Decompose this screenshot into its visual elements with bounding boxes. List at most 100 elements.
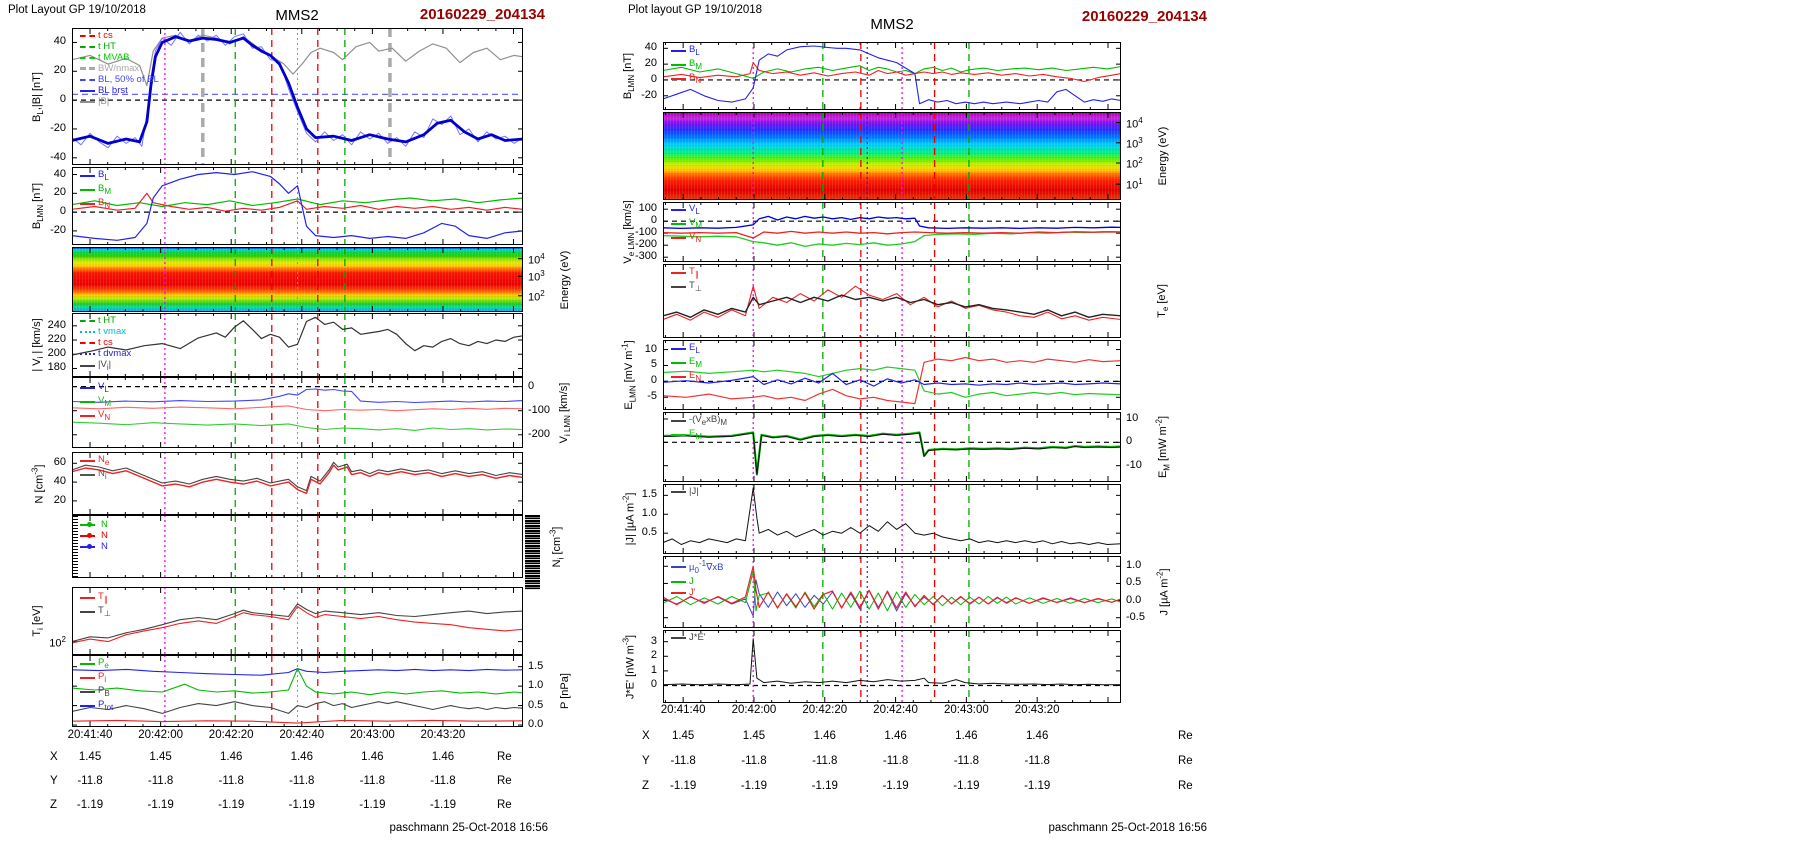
- legend-item: T∥: [671, 266, 702, 280]
- legend-line-sample: [80, 676, 95, 679]
- legend-label: T⊥: [98, 604, 111, 618]
- legend-line-sample: [671, 419, 686, 422]
- y-tick-label: -20: [50, 121, 66, 134]
- series-neg-VexB-M: [663, 432, 1121, 476]
- series-T-par: [72, 605, 523, 644]
- legend-line-sample: [80, 330, 95, 333]
- y-tick-label: 60: [53, 456, 66, 469]
- series-J: [663, 570, 1121, 612]
- legend-item: t HT: [80, 41, 159, 52]
- panel-ion-spectrogram: [72, 247, 523, 312]
- y-tick-label: 200: [47, 347, 66, 360]
- legend-label: |B|: [98, 96, 110, 107]
- position-row-label: Y: [642, 755, 650, 767]
- position-value: 1.45: [78, 751, 102, 763]
- legend-label: T⊥: [689, 279, 702, 293]
- axis-label-right-density-compare: Ni [cm-3]: [548, 526, 566, 567]
- time-tick-label: 20:41:40: [660, 704, 706, 716]
- legend-label: T∥: [98, 591, 108, 604]
- series-T-perp: [72, 603, 523, 643]
- y-tick-label: 1: [650, 663, 657, 676]
- legend-item: |B|: [80, 96, 159, 107]
- legend-item: J: [671, 576, 724, 587]
- legend-line-sample: [80, 188, 95, 191]
- panel-elmn: [663, 340, 1121, 410]
- series-T-par: [663, 285, 1121, 321]
- legend-label: T∥: [689, 266, 699, 279]
- time-tick-label: 20:41:40: [67, 729, 113, 741]
- figure-footer-right: paschmann 25-Oct-2018 16:56: [1048, 822, 1207, 834]
- legend-label: Ni: [98, 467, 107, 481]
- panel-plot-bl-btot: [72, 28, 523, 165]
- series-EN: [663, 356, 1121, 405]
- position-value: -1.19: [359, 799, 386, 811]
- position-value: -1.19: [288, 799, 315, 811]
- legend-label: BL brst: [98, 85, 128, 96]
- y-tick-label: -10: [1126, 458, 1142, 471]
- panel-plot-elmn: [663, 340, 1121, 410]
- y-tick-label: 40: [644, 41, 657, 54]
- time-tick-label: 20:42:00: [138, 729, 183, 741]
- legend-j-lmn: µ0-1∇xB J J': [671, 558, 724, 598]
- legend-line-sample: [80, 386, 95, 389]
- position-value: 1.46: [955, 730, 978, 742]
- series-Ni: [72, 461, 523, 492]
- legend-item: T⊥: [80, 605, 111, 619]
- legend-item: VM: [671, 217, 702, 231]
- position-row-label: Z: [642, 780, 650, 792]
- legend-line-sample: [80, 34, 95, 37]
- legend-line-sample: [80, 414, 95, 417]
- y-tick-label: 2: [650, 649, 657, 662]
- position-value: -1.19: [429, 799, 457, 811]
- panel-blmn: [72, 167, 523, 245]
- axis-label-blmn: BLMN [nT]: [621, 52, 637, 100]
- axis-label-ve-lmn: Ve LMN [km/s]: [621, 200, 637, 264]
- series-VN: [663, 230, 1121, 239]
- series-JdotE: [663, 638, 1121, 686]
- time-tick-label: 20:42:00: [731, 704, 777, 716]
- legend-line-sample: [80, 352, 95, 355]
- panel-density: [72, 452, 523, 515]
- y-tick-label: 0: [650, 374, 657, 387]
- y-tick-label: 102: [528, 288, 545, 304]
- position-unit: Re: [1178, 780, 1193, 792]
- panel-density-compare: [72, 515, 523, 578]
- y-tick-label: 0.5: [641, 526, 657, 539]
- legend-vi-lmn: VL VM VN: [80, 381, 111, 423]
- legend-line-sample: [671, 222, 686, 225]
- legend-label: t HT: [98, 315, 116, 326]
- panel-plot-vi-lmn: [72, 377, 523, 448]
- panel-vi-mag: [72, 313, 523, 377]
- position-value: 1.46: [813, 730, 836, 742]
- y-tick-label: -200: [528, 427, 551, 440]
- legend-item: BW/nmax: [80, 63, 159, 74]
- panel-plot-blmn: [72, 167, 523, 245]
- y-tick-label: 1.5: [641, 488, 657, 501]
- legend-item: VN: [80, 409, 111, 423]
- legend-item: VL: [671, 203, 702, 217]
- time-tick-label: 20:43:20: [420, 729, 466, 741]
- legend-item: BL, 50% of BL: [80, 74, 159, 85]
- legend-line-sample: [80, 690, 95, 693]
- time-tick-label: 20:43:00: [349, 729, 395, 741]
- legend-blmn: BL BM BN: [671, 44, 702, 86]
- time-tick-label: 20:43:00: [943, 704, 989, 716]
- legend-ti: T∥ T⊥: [80, 591, 111, 619]
- y-tick-label: 103: [528, 269, 545, 284]
- y-tick-label: 0.5: [528, 698, 544, 711]
- y-tick-label: -0.5: [1126, 610, 1145, 623]
- y-tick-label: 20: [53, 493, 66, 506]
- position-unit: Re: [497, 751, 512, 763]
- legend-label: t vmax: [98, 326, 126, 337]
- position-value: -11.8: [147, 775, 174, 787]
- position-row-label: Z: [50, 799, 58, 811]
- series-Btot: [72, 34, 523, 87]
- legend-line-sample: [80, 459, 95, 462]
- position-value: 1.45: [149, 751, 172, 763]
- position-value: -1.19: [811, 780, 838, 792]
- legend-dot-marker: [87, 533, 92, 538]
- legend-item: |Vi|: [80, 359, 131, 373]
- legend-line-sample: [80, 341, 95, 344]
- legend-line-sample: [80, 89, 95, 92]
